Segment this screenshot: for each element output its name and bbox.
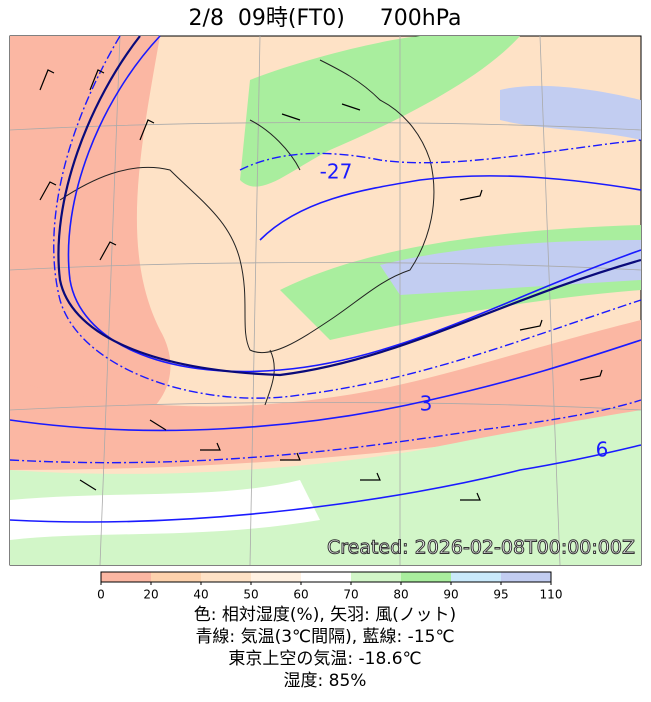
moist-area: [10, 480, 320, 540]
colorbar-tick-label: 70: [343, 588, 358, 602]
isotherm: [9, 444, 642, 523]
coastline: [59, 59, 435, 406]
isotherm: [53, 35, 642, 399]
colorbar-segment: [401, 572, 451, 582]
moist-area: [240, 36, 520, 187]
created-stamp: Created: 2026-02-08T00:00:00Z: [327, 537, 635, 559]
colorbar-tick-label: 80: [393, 588, 408, 602]
colorbar-segment: [201, 572, 251, 582]
caption-line: 東京上空の気温: -18.6℃: [228, 649, 421, 669]
grid: [9, 35, 642, 566]
contour-label: 6: [596, 438, 609, 462]
colorbar-tick-label: 110: [540, 588, 563, 602]
colorbar: 0 20 40 50 60 70 80 90 95 110: [97, 571, 563, 602]
isotherm: [67, 35, 642, 373]
colorbar-tick-label: 60: [293, 588, 308, 602]
isotherm: [239, 139, 642, 171]
colorbar-segment: [351, 572, 401, 582]
caption: 色: 相対湿度(%), 矢羽: 風(ノット)青線: 気温(3℃間隔), 藍線: …: [194, 605, 456, 691]
colorbar-segment: [101, 572, 151, 582]
dry-area: [10, 36, 171, 444]
colorbar-segment: [451, 572, 501, 582]
isotherm: [9, 339, 642, 432]
colorbar-tick-label: 90: [443, 588, 458, 602]
isotherm: [259, 175, 642, 241]
colorbar-tick-label: 0: [97, 588, 105, 602]
colorbar-tick-label: 40: [193, 588, 208, 602]
dry-area: [10, 320, 641, 470]
colorbar-frame: [100, 571, 552, 583]
caption-line: 湿度: 85%: [284, 671, 367, 691]
colorbar-tick-label: 20: [143, 588, 158, 602]
moist-area: [500, 85, 641, 140]
caption-line: 色: 相対湿度(%), 矢羽: 風(ノット): [194, 605, 456, 625]
colorbar-tick-label: 50: [243, 588, 258, 602]
contour-label: -27: [320, 160, 353, 184]
colorbar-segment: [301, 572, 351, 582]
wind-barbs: [39, 69, 603, 501]
contour-label: 3: [420, 392, 433, 416]
colorbar-segment: [251, 572, 301, 582]
map: -27 3 6 Created: 2026-02-08T00:00:00Z: [9, 35, 642, 566]
colorbar-tick-label: 95: [493, 588, 508, 602]
title: 2/8 09時(FT0) 700hPa: [189, 6, 462, 31]
isotherm: [9, 399, 642, 464]
colorbar-segment: [151, 572, 201, 582]
isotherm-minus15: [57, 35, 642, 377]
colorbar-segment: [501, 572, 551, 582]
caption-line: 青線: 気温(3℃間隔), 藍線: -15℃: [195, 627, 454, 647]
